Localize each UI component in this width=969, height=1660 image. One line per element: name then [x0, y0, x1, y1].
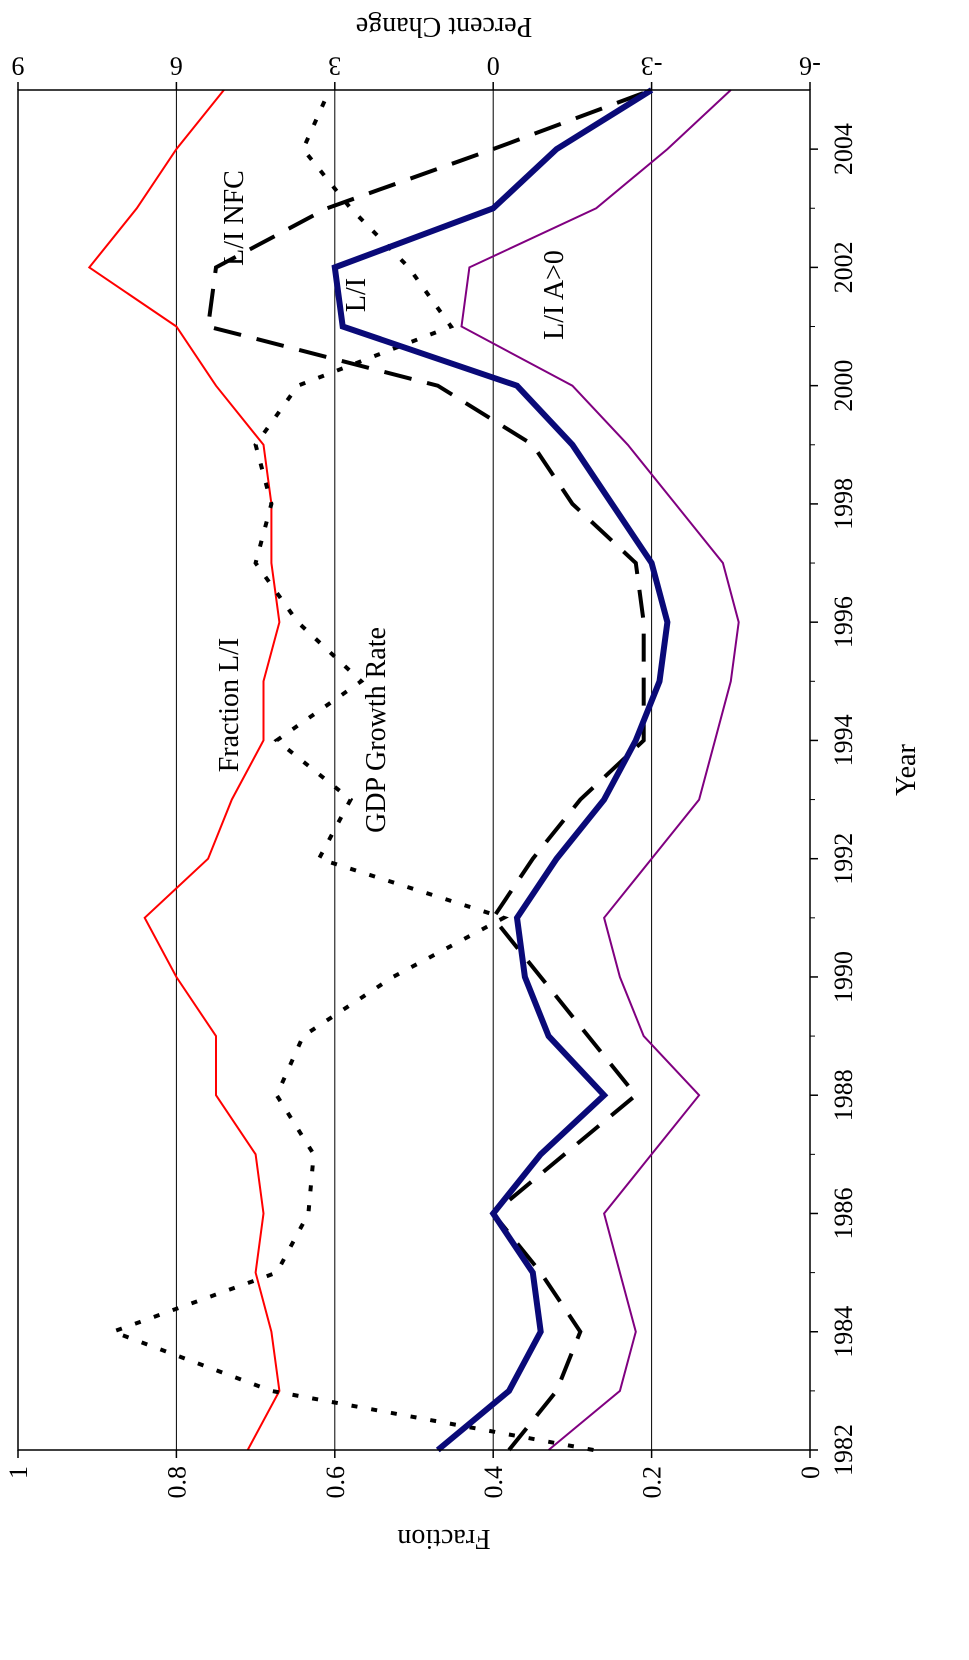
gridlines — [175, 90, 653, 1450]
y-right-tick-label: -6 — [799, 52, 821, 81]
plot-frame — [17, 89, 811, 1451]
x-tick-label: 2002 — [829, 241, 858, 293]
x-tick-label: 1996 — [829, 596, 858, 648]
annotation-gdp-growth-rate: GDP Growth Rate — [361, 627, 392, 833]
x-tick-label: 1982 — [829, 1424, 858, 1476]
y-left-tick-label: 0 — [796, 1466, 825, 1479]
annotation-l-i-a-0: L/I A>0 — [539, 250, 570, 340]
y-left-tick-label: 1 — [4, 1466, 33, 1479]
series-line-l-i-a-0 — [460, 89, 740, 1451]
y-right-tick-label: 0 — [487, 52, 500, 81]
x-tick-label: 1986 — [829, 1187, 858, 1239]
annotation-l-i-nfc: L/I NFC — [219, 170, 250, 266]
y-left-tick-label: 0.6 — [321, 1466, 350, 1499]
y-right-tick-label: 3 — [328, 52, 341, 81]
x-tick-label: 2000 — [829, 360, 858, 412]
x-tick-label: 1994 — [829, 714, 858, 766]
annotation-l-i: L/I — [341, 278, 372, 312]
labels: 0 0.2 0.4 0.6 0.8 1 -6 -3 0 3 6 9 1982 1984 1986 1988 19… — [4, 11, 922, 1554]
y-left-tick-label: 0.2 — [638, 1466, 667, 1499]
series-line-fraction-l-i — [87, 89, 281, 1451]
y-right-tick-label: 9 — [12, 52, 25, 81]
y-left-tick-label: 0.8 — [162, 1466, 191, 1499]
annotation-fraction-l-i: Fraction L/I — [214, 638, 245, 773]
x-axis-title: Year — [891, 744, 922, 796]
x-tick-label: 1988 — [829, 1069, 858, 1121]
y-right-tick-label: -3 — [641, 52, 663, 81]
series-line-l-i — [331, 87, 671, 1453]
ticks — [17, 82, 818, 1458]
y-left-tick-label: 0.4 — [479, 1466, 508, 1499]
x-tick-label: 1990 — [829, 951, 858, 1003]
x-tick-label: 1998 — [829, 478, 858, 530]
y-left-axis-title: Fraction — [397, 1523, 490, 1554]
series-lines — [87, 87, 740, 1453]
x-tick-label: 1992 — [829, 833, 858, 885]
y-right-axis-title: Percent Change — [356, 11, 533, 42]
x-tick-label: 1984 — [829, 1306, 858, 1358]
x-tick-label: 2004 — [829, 123, 858, 175]
y-right-tick-label: 6 — [170, 52, 183, 81]
